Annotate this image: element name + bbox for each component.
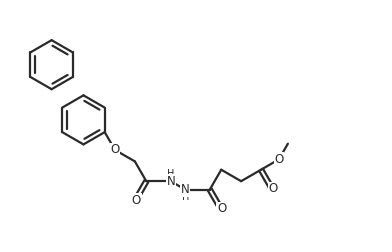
Text: O: O: [268, 182, 278, 195]
Text: O: O: [111, 143, 120, 156]
Text: O: O: [274, 153, 283, 166]
Text: H: H: [181, 192, 189, 202]
Text: O: O: [217, 202, 226, 215]
Text: H: H: [167, 169, 174, 179]
Text: O: O: [132, 194, 141, 207]
Text: N: N: [167, 175, 175, 188]
Text: N: N: [181, 183, 190, 196]
